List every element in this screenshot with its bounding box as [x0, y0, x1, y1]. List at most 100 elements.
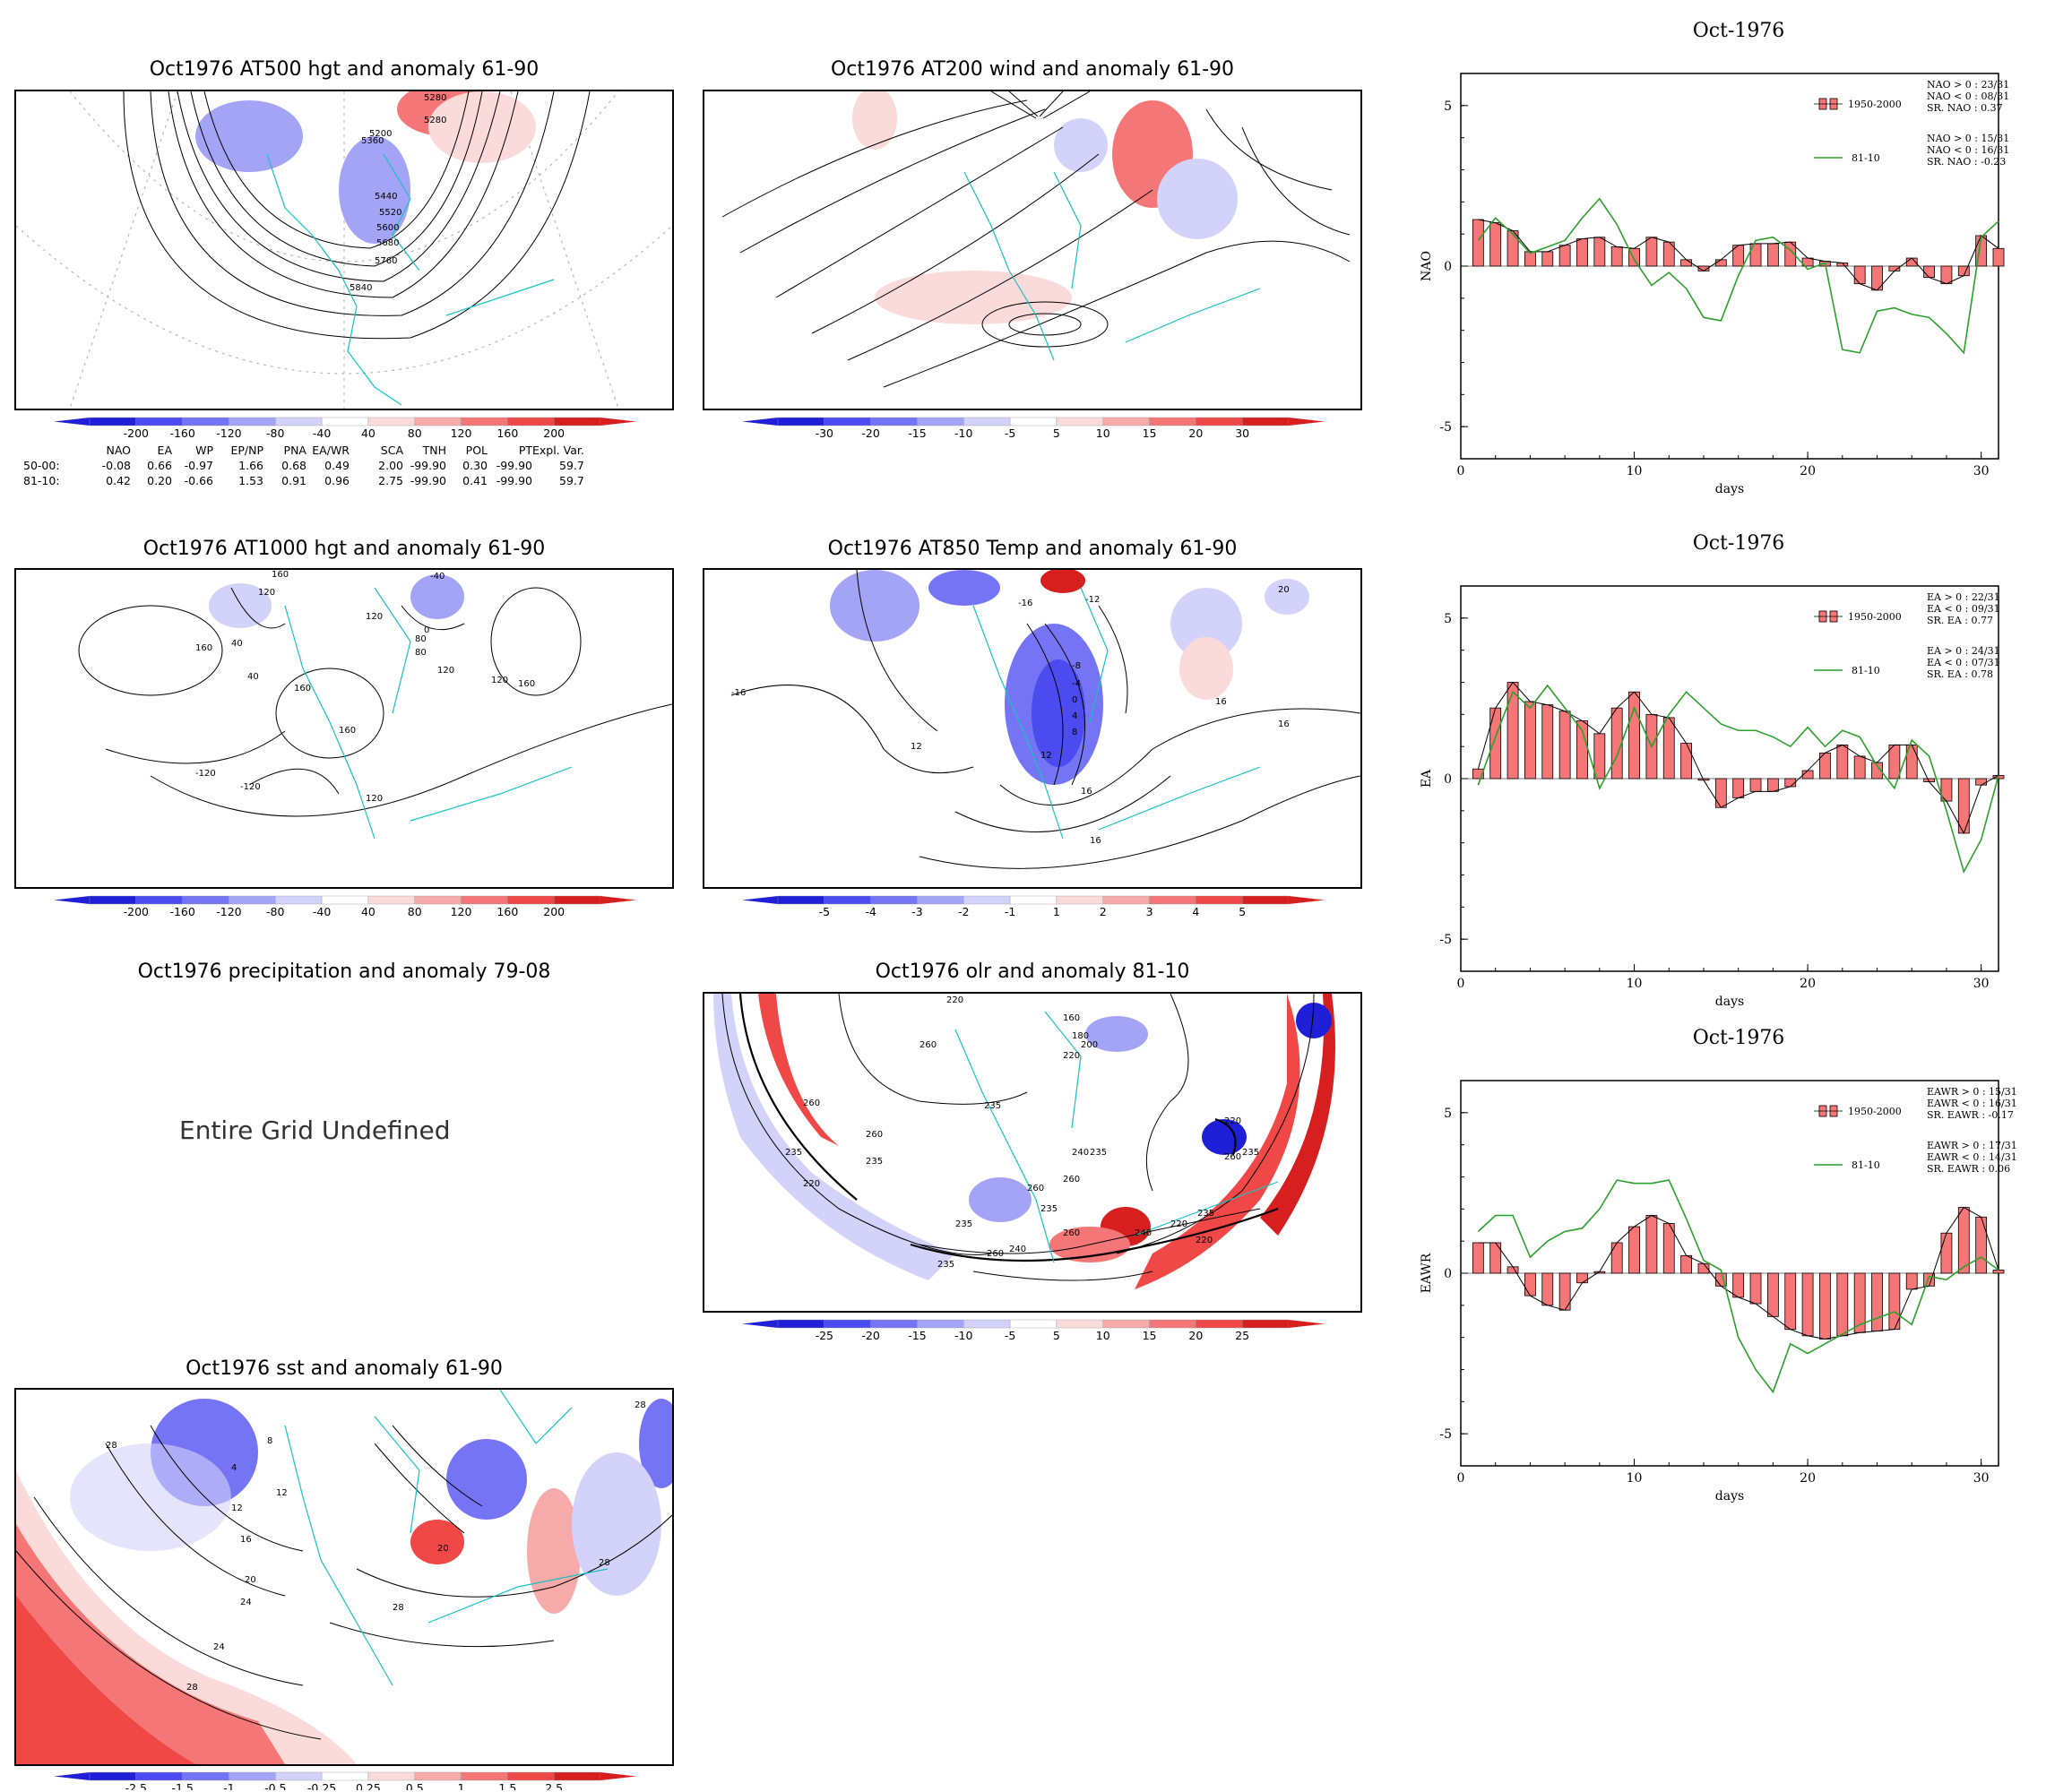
bar [1905, 1272, 1918, 1290]
colorbar-swatch [414, 417, 462, 426]
colorbar-swatch [870, 895, 918, 905]
colorbar-tick-label: -20 [861, 426, 879, 439]
x-axis-label: days [1715, 1489, 1744, 1503]
stats-cell: 0.66 [147, 459, 172, 472]
bar [1645, 237, 1658, 267]
colorbar-tick-label: 5 [1053, 1329, 1060, 1341]
y-tick-label: 5 [1444, 99, 1452, 114]
map-1000hgt: 160 120 -40 160 40 120 80 0 80 120 40 160 160 160 120 1… [14, 568, 674, 889]
colorbar-tick-label: -1 [223, 1781, 234, 1790]
bar [1853, 265, 1866, 285]
colorbar-swatch [461, 895, 508, 905]
colorbar-swatch [182, 1771, 229, 1781]
stats-cell: -99.90 [410, 474, 446, 487]
colorbar-olr: -25 -20 -15 -10 -5 5 10 15 20 25 [742, 1319, 1325, 1341]
contour-label: 20 [1278, 585, 1290, 595]
bar [1940, 1232, 1953, 1274]
contour-label: 4 [231, 1463, 237, 1473]
legend-stat-line: SR. EAWR : -0.17 [1927, 1109, 2014, 1121]
colorbar-tick-label: -2 [958, 905, 969, 918]
contour-label: 160 [294, 684, 311, 694]
legend-stat-line: SR. EAWR : 0.06 [1927, 1163, 2010, 1175]
colorbar-swatch [777, 417, 825, 426]
colorbar-swatch [553, 417, 601, 426]
colorbar-swatch [367, 895, 415, 905]
ts-chart-eawr: 0 10 20 30 -5 0 5 days EAWR 1950-2000 81-10 EAWR > … [1420, 1080, 2017, 1503]
stats-header-cell: SCA [380, 444, 403, 457]
colorbar-tick-label: 160 [496, 905, 518, 918]
map-title-sst: Oct1976 sst and anomaly 61-90 [186, 1357, 503, 1380]
colorbar-tick-label: -1.5 [171, 1781, 193, 1790]
stats-cell: -99.90 [496, 474, 532, 487]
colorbar-tick-label: -30 [816, 426, 833, 439]
stats-cell: 0.41 [462, 474, 488, 487]
contour-label: 260 [919, 1040, 937, 1050]
stats-cell: 0.20 [147, 474, 172, 487]
contour-label: 5200 [369, 129, 392, 139]
contour-label: 5280 [424, 116, 446, 125]
contour-label: 12 [911, 742, 922, 752]
legend-label: 1950-2000 [1848, 611, 1902, 623]
map-850temp-plot: 20 -16 -12 -16 -8 -4 0 4 8 12 12 16 16 16 16 [730, 570, 1360, 869]
stats-row: 50-00: -0.08 0.66 -0.97 1.66 0.68 0.49 2.00 -99.… [23, 458, 584, 473]
colorbar-tick-label: 0.5 [406, 1781, 424, 1790]
colorbar-arrow-left [54, 1772, 90, 1780]
contour-label: 220 [1063, 1051, 1080, 1061]
colorbar-swatch [321, 417, 369, 426]
x-axis-label: days [1715, 482, 1744, 496]
contour-label: 5680 [376, 238, 399, 248]
legend-label: 81-10 [1852, 665, 1880, 676]
ts-title-ea: Oct-1976 [1692, 532, 1785, 555]
x-tick-label: 0 [1457, 977, 1465, 991]
colorbar-swatch [917, 895, 964, 905]
contour-label: 260 [1063, 1228, 1080, 1238]
bar [1836, 1272, 1849, 1337]
bar [1992, 247, 2005, 267]
ts-title-eawr: Oct-1976 [1692, 1027, 1785, 1049]
y-tick-label: -5 [1439, 933, 1452, 947]
stats-row-label: 81-10: [23, 474, 60, 487]
colorbar-tick-label: -120 [216, 905, 241, 918]
bar [1992, 1270, 2005, 1274]
bar [1628, 1226, 1640, 1274]
colorbar-swatch [182, 895, 229, 905]
bar [1975, 778, 1988, 786]
bar [1472, 1242, 1484, 1274]
colorbar-swatch [1149, 417, 1196, 426]
colorbar-tick-label: 5 [1053, 426, 1060, 439]
stats-header-cell: Expl. Var. [532, 444, 584, 457]
bar-outline-line [1478, 1206, 1999, 1340]
colorbar-swatch [275, 895, 323, 905]
colorbar-swatch [229, 1771, 276, 1781]
legend-label: 1950-2000 [1848, 99, 1902, 110]
colorbar-tick-label: 1 [1053, 905, 1060, 918]
colorbar-arrow-right [600, 896, 636, 904]
stats-header-cell: TNH [422, 444, 446, 457]
colorbar-swatch [321, 895, 369, 905]
contour-label: 235 [866, 1157, 883, 1167]
bar [1662, 717, 1675, 780]
bar [1749, 1272, 1762, 1305]
bar [1957, 778, 1970, 834]
colorbar-1000hgt: -200 -160 -120 -80 -40 40 80 120 160 200 [54, 895, 636, 918]
colorbar-swatch [275, 1771, 323, 1781]
colorbar-swatch [963, 895, 1011, 905]
legend-stat-line: EAWR > 0 : 15/31 [1927, 1086, 2017, 1098]
stats-cell: 1.53 [238, 474, 263, 487]
bar [1680, 259, 1693, 267]
x-tick-label: 30 [1973, 1471, 1990, 1486]
bar [1732, 1272, 1745, 1298]
legend-label: 1950-2000 [1848, 1106, 1902, 1117]
colorbar-tick-label: 15 [1143, 426, 1157, 439]
contour-label: 235 [1040, 1204, 1058, 1214]
contour-label: 28 [599, 1558, 610, 1568]
colorbar-tick-label: -5 [1005, 1329, 1015, 1341]
bar [1871, 1272, 1883, 1331]
bar [1645, 1215, 1658, 1274]
colorbar-swatch [870, 1319, 918, 1329]
y-tick-label: 5 [1444, 1107, 1452, 1121]
bar [1524, 701, 1536, 780]
contour-label: 20 [437, 1544, 449, 1554]
legend-label: 81-10 [1852, 152, 1880, 164]
